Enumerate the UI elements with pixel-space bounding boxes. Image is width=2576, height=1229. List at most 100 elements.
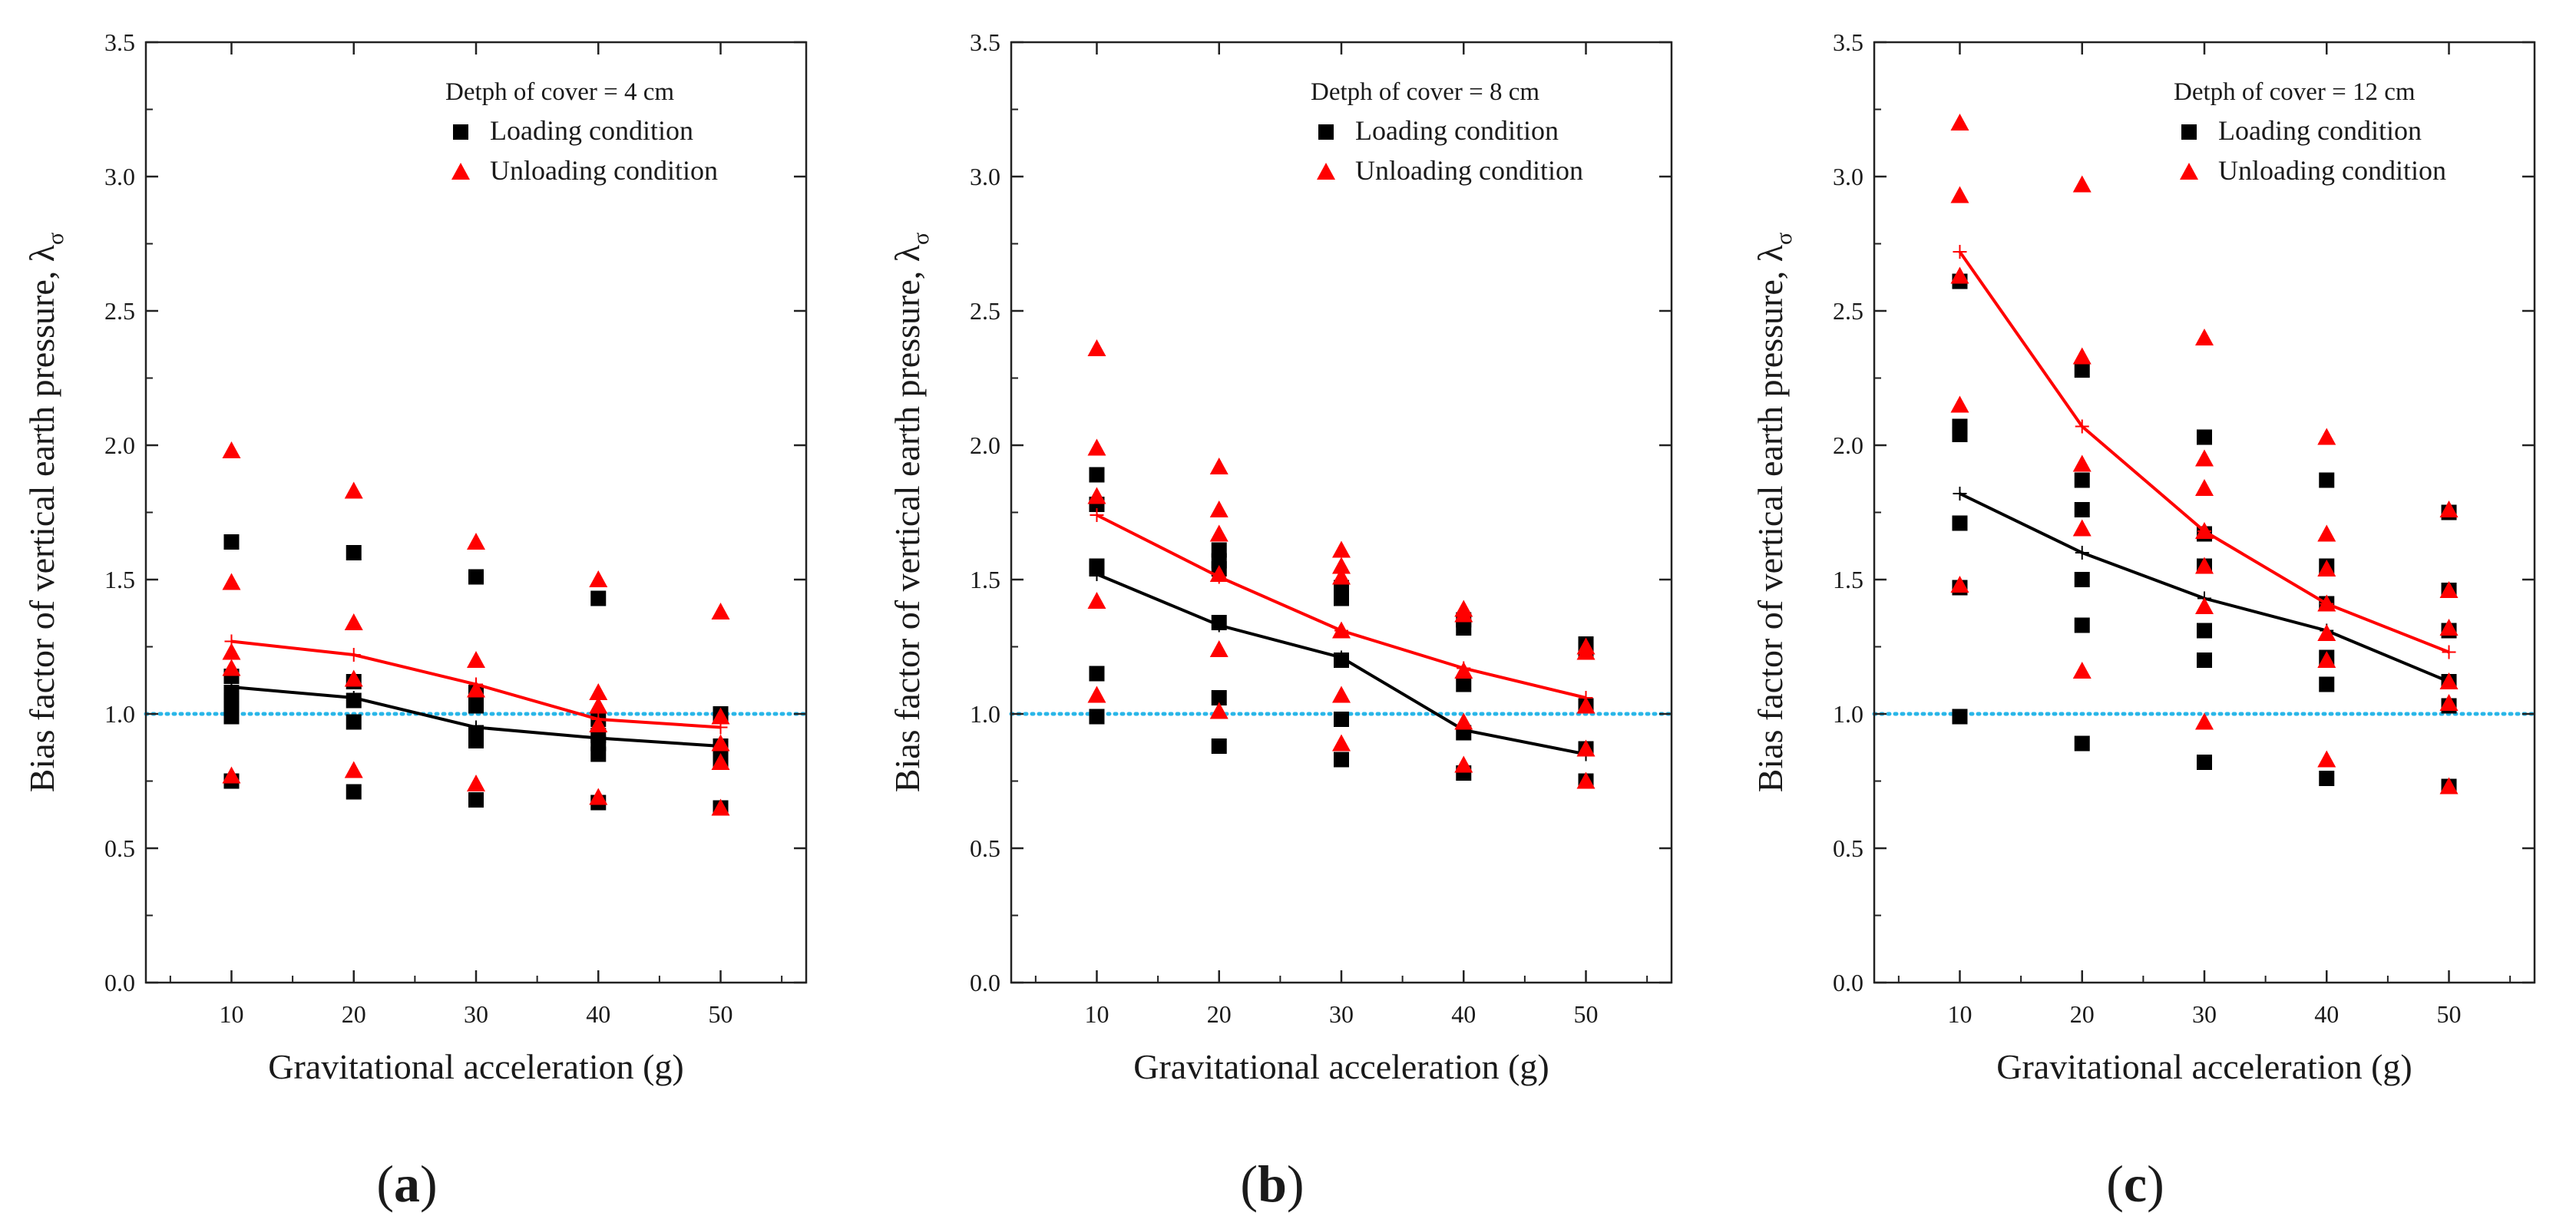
y-tick-label: 0.0: [1833, 969, 1863, 996]
legend-marker-loading: [2181, 124, 2197, 140]
legend-label: Loading condition: [2218, 115, 2422, 146]
data-point-loading: [2319, 771, 2335, 786]
panel-label: (b): [1240, 1155, 1304, 1213]
data-point-unloading: [2439, 672, 2459, 689]
data-point-unloading: [1332, 621, 1351, 639]
y-tick-label: 0.0: [970, 969, 1000, 996]
data-point-loading: [1211, 690, 1227, 705]
x-tick-label: 50: [709, 1000, 733, 1028]
data-point-unloading: [222, 643, 241, 660]
series-loading: [1089, 467, 1594, 789]
data-point-unloading: [2072, 454, 2092, 472]
mean-marker: [1953, 487, 1967, 501]
data-point-loading: [346, 714, 362, 730]
y-axis-title-text: Bias factor of vertical earth pressure, …: [22, 244, 61, 792]
data-point-unloading: [1332, 567, 1351, 585]
data-point-unloading: [1209, 702, 1228, 719]
data-point-unloading: [2195, 557, 2214, 574]
y-axis-title-text: Bias factor of vertical earth pressure, …: [888, 244, 927, 792]
y-tick-label: 1.5: [104, 566, 135, 593]
data-point-unloading: [1950, 395, 1969, 413]
legend-marker-loading: [453, 124, 468, 140]
data-point-unloading: [711, 734, 730, 752]
data-point-loading: [590, 590, 607, 606]
x-axis-title: Gravitational acceleration (g): [1133, 1047, 1549, 1086]
mean-marker: [1953, 245, 1967, 259]
y-axis-title: Bias factor of vertical earth pressure, …: [1751, 233, 1797, 792]
data-point-loading: [1089, 709, 1105, 725]
mean-marker: [2075, 546, 2089, 560]
data-point-unloading: [2439, 581, 2459, 598]
data-point-loading: [468, 569, 484, 585]
y-axis-title: Bias factor of vertical earth pressure, …: [888, 233, 934, 792]
data-point-unloading: [589, 570, 608, 587]
mean-marker: [2442, 645, 2456, 659]
data-point-loading: [1456, 620, 1472, 636]
series-unloading: [1087, 339, 1596, 789]
x-tick-label: 40: [586, 1000, 610, 1028]
data-point-loading: [2319, 676, 2335, 692]
data-point-unloading: [2317, 624, 2336, 641]
x-tick-label: 40: [1451, 1000, 1476, 1028]
data-point-unloading: [711, 707, 730, 725]
data-point-unloading: [1950, 266, 1969, 284]
legend: Detph of cover = 12 cm Loading condition U…: [2174, 78, 2446, 186]
mean-marker: [1090, 508, 1104, 522]
data-point-loading: [1334, 590, 1349, 606]
data-point-loading: [2074, 617, 2090, 633]
data-point-unloading: [1950, 576, 1969, 593]
y-tick-label: 3.5: [970, 28, 1000, 56]
data-point-unloading: [344, 761, 363, 778]
data-point-unloading: [1087, 438, 1106, 456]
data-point-unloading: [1087, 487, 1106, 504]
data-point-loading: [1334, 652, 1349, 668]
data-point-unloading: [1332, 686, 1351, 703]
panel-letter: b: [1258, 1155, 1287, 1213]
data-point-loading: [2197, 429, 2212, 445]
data-point-unloading: [2317, 750, 2336, 768]
data-point-unloading: [1576, 771, 1596, 789]
data-point-unloading: [589, 788, 608, 805]
data-point-unloading: [589, 696, 608, 714]
data-point-unloading: [1454, 755, 1473, 773]
y-tick-label: 0.5: [104, 834, 135, 862]
y-tick-label: 2.5: [970, 297, 1000, 325]
data-point-unloading: [467, 680, 485, 698]
data-point-unloading: [2072, 519, 2092, 537]
data-point-loading: [2197, 623, 2212, 639]
data-point-unloading: [711, 753, 730, 770]
data-point-unloading: [1209, 565, 1228, 582]
data-point-unloading: [222, 573, 241, 590]
x-tick-label: 20: [2070, 1000, 2095, 1028]
legend-label: Loading condition: [1355, 115, 1559, 146]
data-point-unloading: [2317, 560, 2336, 577]
data-point-unloading: [2317, 594, 2336, 612]
data-point-loading: [1334, 752, 1349, 768]
y-axis-title-subscript: σ: [43, 233, 68, 245]
legend-title: Detph of cover = 4 cm: [445, 78, 674, 106]
y-tick-label: 2.0: [1833, 431, 1863, 459]
data-point-unloading: [1576, 643, 1596, 660]
data-point-loading: [2197, 755, 2212, 770]
data-point-unloading: [1950, 114, 1969, 130]
data-point-unloading: [222, 659, 241, 676]
data-point-loading: [2074, 572, 2090, 587]
data-point-loading: [1952, 427, 1968, 442]
data-point-unloading: [1454, 605, 1473, 623]
mean-marker: [346, 648, 361, 662]
legend-label: Loading condition: [490, 115, 693, 146]
data-point-unloading: [1209, 458, 1228, 474]
legend-label: Unloading condition: [1355, 155, 1583, 186]
data-point-unloading: [1950, 186, 1969, 203]
mean-marker: [2075, 419, 2089, 434]
data-point-loading: [346, 784, 362, 800]
y-tick-label: 1.0: [104, 700, 135, 728]
data-point-loading: [1334, 712, 1349, 727]
data-point-loading: [2074, 362, 2090, 378]
data-point-unloading: [467, 775, 485, 791]
y-tick-label: 0.0: [104, 969, 135, 996]
data-point-unloading: [589, 683, 608, 700]
legend-marker-unloading: [2180, 163, 2198, 180]
legend-title: Detph of cover = 8 cm: [1311, 78, 1539, 106]
data-point-unloading: [1087, 339, 1106, 356]
